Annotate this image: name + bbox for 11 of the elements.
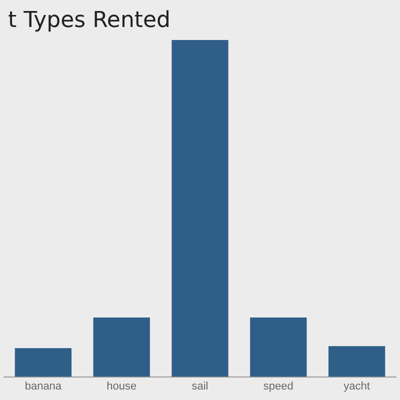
bar <box>328 346 386 377</box>
bar <box>14 348 72 377</box>
x-tick-label: sail <box>192 380 208 392</box>
chart-title: t Types Rented <box>8 8 171 33</box>
bar <box>93 318 150 377</box>
bar <box>250 318 307 377</box>
bar <box>172 40 228 377</box>
x-tick-label: banana <box>24 380 62 392</box>
x-tick-label: house <box>106 380 137 392</box>
x-tick-label: yacht <box>344 380 370 392</box>
x-tick-label: speed <box>263 380 294 392</box>
